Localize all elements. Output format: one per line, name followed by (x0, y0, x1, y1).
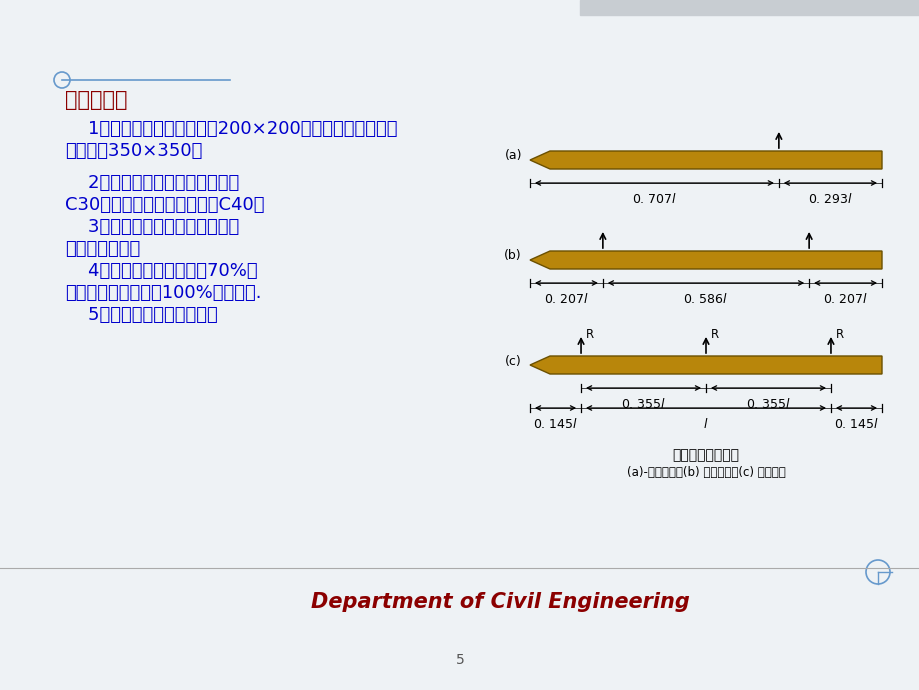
Bar (579, 0, 919, 15)
Text: 0. 355$l$: 0. 355$l$ (620, 397, 665, 411)
Text: R: R (585, 328, 594, 340)
Text: 面不小于350×350；: 面不小于350×350； (65, 142, 202, 160)
Text: 以上方可起吊，达到100%方可运输.: 以上方可起吊，达到100%方可运输. (65, 284, 261, 302)
Text: R: R (710, 328, 719, 340)
Polygon shape (529, 356, 881, 374)
Text: 3）浇筑应由桩顶向桩尖连续进: 3）浇筑应由桩顶向桩尖连续进 (65, 218, 239, 236)
Text: 0. 145$l$: 0. 145$l$ (532, 417, 577, 431)
Text: R: R (835, 328, 843, 340)
Text: 0. 293$l$: 0. 293$l$ (807, 192, 852, 206)
Text: 行，严禁中断。: 行，严禁中断。 (65, 240, 140, 258)
Text: Department of Civil Engineering: Department of Civil Engineering (311, 592, 688, 612)
Text: 0. 355$l$: 0. 355$l$ (745, 397, 790, 411)
Text: 2）预制桩砼强度等级不宜低于: 2）预制桩砼强度等级不宜低于 (65, 174, 239, 192)
Text: (c): (c) (505, 355, 521, 368)
Text: 0. 207$l$: 0. 207$l$ (543, 292, 588, 306)
Text: 施工要点：: 施工要点： (65, 90, 128, 110)
Text: 0. 207$l$: 0. 207$l$ (823, 292, 868, 306)
Text: (a): (a) (504, 150, 521, 163)
Text: 5）吊点要符合设计规定。: 5）吊点要符合设计规定。 (65, 306, 218, 324)
Text: 1）混凝土方桩截面不小于200×200；预应力混凝土桩截: 1）混凝土方桩截面不小于200×200；预应力混凝土桩截 (65, 120, 397, 138)
Text: 5: 5 (455, 653, 464, 667)
Text: C30，预应力混凝土桩不低于C40；: C30，预应力混凝土桩不低于C40； (65, 196, 265, 214)
Text: 0. 707$l$: 0. 707$l$ (631, 192, 676, 206)
Text: (a)-一点起吊；(b) 两点起吊；(c) 三点起吊: (a)-一点起吊；(b) 两点起吊；(c) 三点起吊 (626, 466, 785, 479)
Text: (b): (b) (504, 250, 521, 262)
Polygon shape (529, 151, 881, 169)
Text: $l$: $l$ (702, 417, 708, 431)
Text: 0. 145$l$: 0. 145$l$ (833, 417, 879, 431)
Text: 桩的合理吊点位置: 桩的合理吊点位置 (672, 448, 739, 462)
Text: 0. 586$l$: 0. 586$l$ (683, 292, 728, 306)
Polygon shape (529, 251, 881, 269)
Text: 4）混凝土设计强度达到70%及: 4）混凝土设计强度达到70%及 (65, 262, 257, 280)
